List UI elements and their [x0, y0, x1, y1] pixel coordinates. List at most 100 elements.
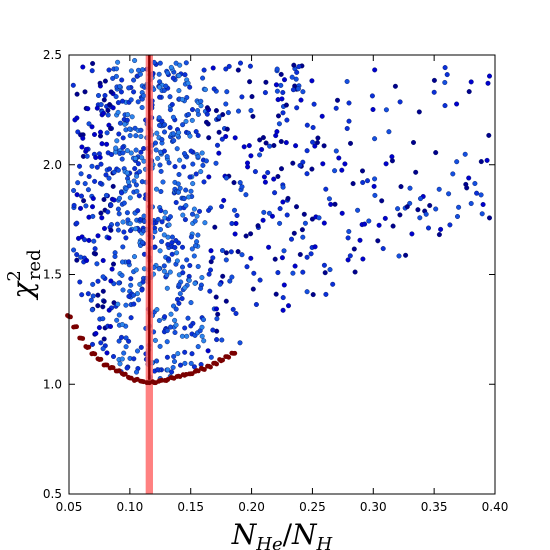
scatter-point: [157, 60, 163, 66]
scatter-point: [309, 78, 315, 84]
scatter-point: [137, 281, 143, 287]
scatter-point: [293, 76, 299, 82]
scatter-point: [333, 105, 339, 111]
scatter-point: [84, 258, 90, 264]
scatter-point: [105, 209, 111, 215]
scatter-point: [203, 119, 209, 125]
scatter-point: [120, 219, 126, 225]
scatter-point: [177, 362, 183, 368]
scatter-point: [104, 350, 110, 356]
scatter-point: [158, 188, 164, 194]
scatter-point: [77, 279, 83, 285]
scatter-point: [131, 77, 137, 83]
scatter-point: [138, 127, 144, 133]
scatter-point: [348, 140, 354, 146]
scatter-point: [389, 158, 395, 164]
scatter-point: [304, 148, 310, 154]
scatter-point: [203, 158, 209, 164]
scatter-point: [172, 244, 178, 250]
scatter-point: [322, 270, 328, 276]
scatter-point: [309, 216, 315, 222]
scatter-point: [124, 170, 130, 176]
scatter-point: [280, 307, 286, 313]
scatter-point: [346, 228, 352, 234]
scatter-point: [333, 148, 339, 154]
scatter-point: [220, 112, 226, 118]
scatter-point: [159, 219, 165, 225]
scatter-point: [295, 86, 301, 92]
scatter-point: [165, 256, 171, 262]
scatter-point: [247, 63, 253, 69]
scatter-point: [101, 97, 107, 103]
scatter-point: [389, 154, 395, 160]
scatter-point: [195, 264, 201, 270]
scatter-point: [83, 146, 89, 152]
scatter-point: [156, 266, 162, 272]
scatter-point: [478, 192, 484, 198]
scatter-point: [474, 190, 480, 196]
scatter-point: [170, 75, 176, 81]
scatter-point: [232, 135, 238, 141]
scatter-point: [162, 209, 168, 215]
scatter-point: [137, 216, 143, 222]
scatter-point: [395, 206, 401, 212]
scatter-point: [199, 324, 205, 330]
scatter-point: [91, 238, 97, 244]
scatter-point: [310, 124, 316, 130]
scatter-point: [462, 151, 468, 157]
scatter-point: [183, 118, 189, 124]
scatter-point: [169, 240, 175, 246]
scatter-point: [90, 213, 96, 219]
scatter-point: [190, 161, 196, 167]
scatter-point: [116, 312, 122, 318]
scatter-point: [172, 330, 178, 336]
scatter-point: [157, 248, 163, 254]
envelope-point: [92, 351, 98, 357]
scatter-point: [423, 211, 429, 217]
scatter-point: [176, 300, 182, 306]
scatter-point: [182, 360, 188, 366]
scatter-point: [176, 88, 182, 94]
scatter-point: [106, 175, 112, 181]
scatter-point: [372, 192, 378, 198]
scatter-point: [119, 322, 125, 328]
scatter-point: [119, 156, 125, 162]
scatter-point: [271, 142, 277, 148]
scatter-point: [278, 138, 284, 144]
scatter-point: [314, 140, 320, 146]
scatter-point: [198, 103, 204, 109]
scatter-point: [194, 213, 200, 219]
scatter-point: [290, 270, 296, 276]
scatter-point: [300, 234, 306, 240]
scatter-point: [134, 188, 140, 194]
scatter-point: [169, 101, 175, 107]
scatter-point: [433, 206, 439, 212]
scatter-point: [372, 176, 378, 182]
scatter-point: [248, 107, 254, 113]
envelope-point: [86, 344, 92, 350]
scatter-point: [159, 239, 165, 245]
scatter-point: [166, 222, 172, 228]
scatter-point: [396, 253, 402, 259]
scatter-point: [128, 276, 134, 282]
scatter-point: [478, 159, 484, 165]
scatter-point: [273, 291, 279, 297]
scatter-point: [171, 354, 177, 360]
scatter-point: [292, 263, 298, 269]
scatter-point: [235, 108, 241, 114]
scatter-point: [110, 183, 116, 189]
scatter-point: [257, 137, 263, 143]
scatter-point: [280, 89, 286, 95]
scatter-point: [116, 280, 122, 286]
scatter-point: [480, 201, 486, 207]
scatter-point: [124, 365, 130, 371]
scatter-point: [108, 202, 114, 208]
scatter-point: [211, 86, 217, 92]
scatter-point: [97, 129, 103, 135]
scatter-point: [177, 157, 183, 163]
scatter-point: [463, 181, 469, 187]
scatter-point: [119, 77, 125, 83]
scatter-point: [251, 270, 257, 276]
scatter-point: [188, 148, 194, 154]
scatter-point: [206, 207, 212, 213]
